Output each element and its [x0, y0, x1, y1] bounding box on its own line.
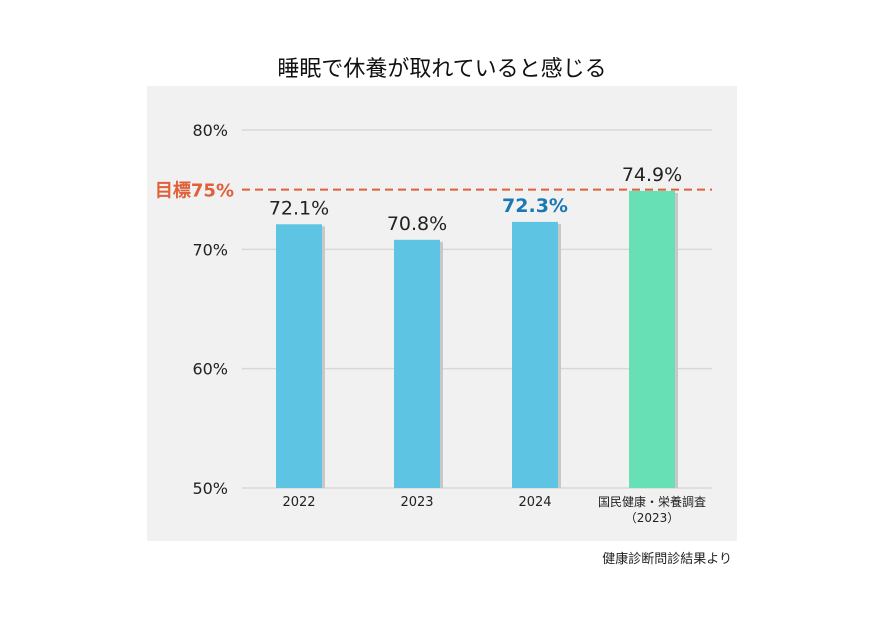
bar — [629, 190, 675, 489]
data-label: 72.1% — [269, 197, 329, 219]
data-label: 70.8% — [387, 213, 447, 235]
target-label: 目標75% — [155, 180, 234, 202]
bar — [394, 239, 440, 488]
source-note: 健康診断問診結果より — [602, 551, 732, 567]
y-tick-label: 60% — [192, 360, 228, 379]
x-tick-label: 国民健康・栄養調査 — [598, 494, 706, 509]
x-tick-label: 2024 — [518, 495, 551, 510]
x-tick-label: （2023） — [625, 511, 680, 525]
bar — [276, 224, 322, 489]
data-label: 72.3% — [502, 195, 568, 217]
x-tick-label: 2022 — [282, 495, 315, 510]
bar — [512, 221, 558, 489]
x-tick-label: 2023 — [400, 495, 433, 510]
y-tick-label: 70% — [192, 240, 228, 259]
y-tick-label: 80% — [192, 121, 228, 140]
data-label: 74.9% — [622, 164, 682, 186]
y-tick-label: 50% — [192, 479, 228, 498]
chart-title: 睡眠で休養が取れていると感じる — [277, 57, 606, 82]
